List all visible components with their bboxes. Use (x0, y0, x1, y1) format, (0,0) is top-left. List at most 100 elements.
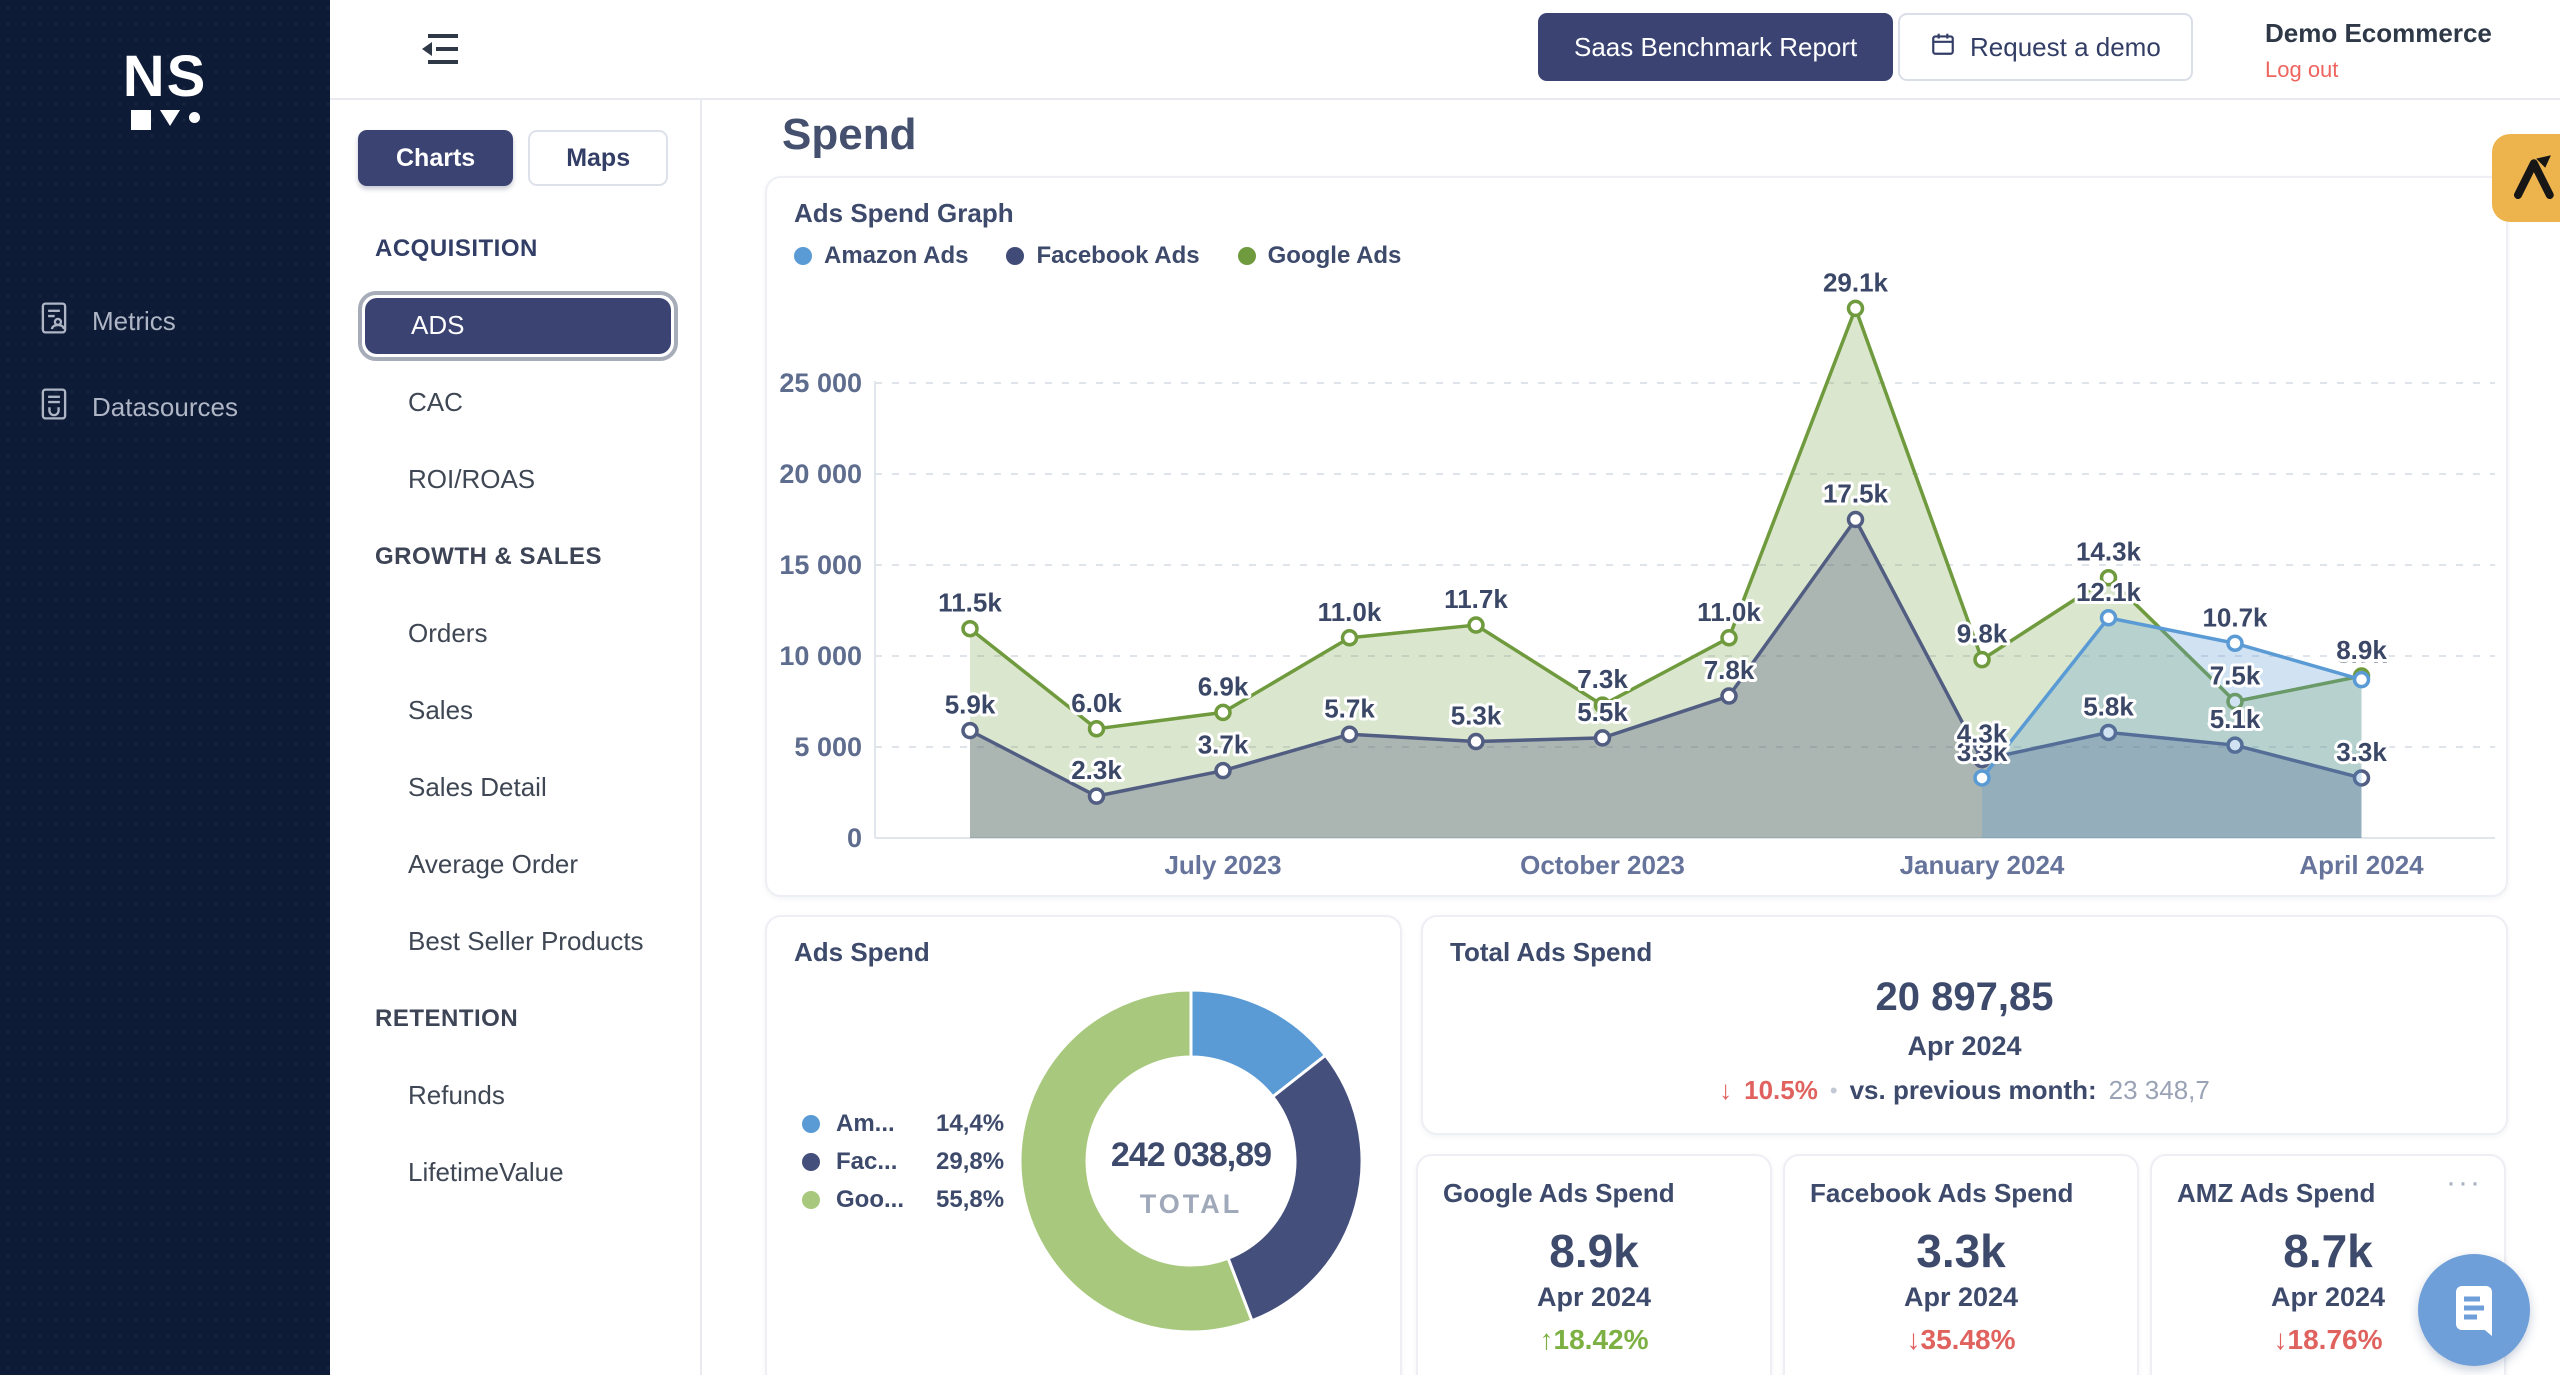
ads-spend-line-chart: 0 5 000 10 000 15 000 20 000 25 000 July 2023 O… (779, 264, 2495, 880)
logo-triangle-shape (159, 110, 180, 126)
svg-text:7.5k: 7.5k (2210, 661, 2261, 691)
svg-text:3.7k: 3.7k (1198, 730, 1249, 760)
nav-item-sales-detail[interactable]: Sales Detail (408, 772, 547, 802)
svg-text:29.1k: 29.1k (1823, 267, 1889, 297)
nav-item-cac[interactable]: CAC (408, 387, 463, 417)
nav-row-sales-detail: Sales Detail (330, 749, 700, 826)
svg-text:10.7k: 10.7k (2202, 602, 2268, 632)
total-ads-spend-card: Total Ads Spend 20 897,85 Apr 2024 ↓ 10.… (1421, 915, 2508, 1135)
nav-section-title: ACQUISITION (375, 234, 538, 262)
donut-legend-label: Am... (836, 1110, 895, 1137)
sidebar-item-datasources[interactable]: Datasources (0, 364, 330, 450)
donut-legend-percent: 29,8% (936, 1148, 1005, 1175)
mini-card-title: AMZ Ads Spend (2177, 1178, 2376, 1208)
svg-text:6.0k: 6.0k (1071, 688, 1122, 718)
svg-text:2.3k: 2.3k (1071, 755, 1122, 785)
total-delta-percent: 10.5% (1744, 1075, 1818, 1105)
donut-legend-row: Fac... 29,8% (802, 1148, 1004, 1176)
mini-card-delta: ↓35.48% (1785, 1324, 2137, 1356)
svg-text:5.3k: 5.3k (1451, 701, 1502, 731)
ads-spend-graph-title: Ads Spend Graph (794, 198, 1014, 228)
svg-text:9.8k: 9.8k (1957, 619, 2008, 649)
svg-text:0: 0 (847, 823, 862, 853)
nav-row-orders: Orders (330, 595, 700, 672)
request-demo-button[interactable]: Request a demo (1898, 13, 2193, 81)
mini-card-delta-percent: 18.76% (2287, 1324, 2383, 1355)
svg-text:5.5k: 5.5k (1577, 697, 1628, 727)
svg-text:4.3k: 4.3k (1957, 719, 2008, 749)
arrow-down-icon: ↓ (1906, 1324, 1921, 1355)
svg-text:7.3k: 7.3k (1577, 664, 1628, 694)
svg-text:14.3k: 14.3k (2076, 537, 2142, 567)
legend-item-facebook-ads[interactable]: Facebook Ads (1006, 242, 1200, 270)
donut-legend-label: Fac... (836, 1148, 898, 1175)
collapse-sidebar-icon[interactable] (418, 30, 462, 70)
svg-text:October 2023: October 2023 (1520, 850, 1685, 880)
donut-legend-row: Goo... 55,8% (802, 1186, 1004, 1214)
svg-text:6.9k: 6.9k (1198, 671, 1249, 701)
svg-text:12.1k: 12.1k (2076, 577, 2142, 607)
nav-row-cac: CAC (330, 364, 700, 441)
mini-card-facebook-ads-spend: Facebook Ads Spend 3.3k Apr 2024 ↓35.48% (1783, 1154, 2139, 1375)
brand-tab[interactable] (2492, 134, 2560, 222)
dot-separator: • (1829, 1077, 1838, 1103)
sidebar-item-metrics[interactable]: Metrics (0, 278, 330, 364)
mini-card-delta-percent: 35.48% (1920, 1324, 2016, 1355)
nav-row-lifetimevalue: LifetimeValue (330, 1134, 700, 1211)
nav-item-refunds[interactable]: Refunds (408, 1080, 505, 1110)
chat-button[interactable] (2418, 1254, 2530, 1366)
primary-sidebar-menu: Metrics Datasources (0, 278, 330, 450)
arrow-down-icon: ↓ (1719, 1075, 1733, 1105)
svg-text:January 2024: January 2024 (1900, 850, 2065, 880)
main-content: Spend 0 5 000 10 000 15 000 20 000 25 000 July… (702, 100, 2560, 1375)
mini-cards-row: Google Ads Spend 8.9k Apr 2024 ↑18.42% Faceb… (1416, 1154, 2508, 1375)
logout-link[interactable]: Log out (2265, 57, 2339, 82)
svg-text:11.5k: 11.5k (938, 588, 1002, 618)
legend-item-amazon-ads[interactable]: Amazon Ads (794, 242, 968, 270)
nav-item-best-seller-products[interactable]: Best Seller Products (408, 926, 644, 956)
page-title: Spend (782, 110, 917, 159)
mini-card-period: Apr 2024 (1536, 1282, 1652, 1312)
nav-section-1: GROWTH & SALES (330, 518, 700, 595)
nav-item-lifetimevalue[interactable]: LifetimeValue (408, 1157, 564, 1187)
vs-previous-month-value: 23 348,7 (2108, 1075, 2210, 1105)
nav-row-roi-roas: ROI/ROAS (330, 441, 700, 518)
saas-benchmark-report-button[interactable]: Saas Benchmark Report (1538, 13, 1894, 81)
mini-card-google-ads-spend: Google Ads Spend 8.9k Apr 2024 ↑18.42% (1416, 1154, 1772, 1375)
nav-item-average-order[interactable]: Average Order (408, 849, 579, 879)
svg-text:5.7k: 5.7k (1324, 693, 1375, 723)
sidebar-item-label: Metrics (92, 305, 176, 336)
logo-square-shape (130, 110, 151, 130)
donut-legend-percent: 55,8% (936, 1186, 1005, 1213)
ellipsis-menu-icon[interactable]: ··· (2446, 1166, 2482, 1199)
svg-text:7.8k: 7.8k (1704, 655, 1755, 685)
logo-dot-shape (188, 111, 200, 123)
primary-sidebar: NS Metrics Datasources (0, 0, 330, 1375)
mini-card-value: 3.3k (1916, 1225, 2006, 1277)
vs-previous-month-label: vs. previous month: (1849, 1075, 2097, 1105)
donut-legend-label: Goo... (836, 1186, 904, 1213)
donut-legend-row: Am... 14,4% (802, 1110, 1004, 1138)
nav-item-orders[interactable]: Orders (408, 618, 488, 648)
svg-text:11.0k: 11.0k (1318, 597, 1382, 627)
toggle-charts[interactable]: Charts (358, 130, 514, 186)
svg-text:TOTAL: TOTAL (1140, 1189, 1243, 1219)
ads-spend-donut-chart: 242 038,89 TOTAL (1018, 988, 1364, 1334)
legend-item-google-ads[interactable]: Google Ads (1237, 242, 1401, 270)
svg-text:8.9k: 8.9k (2336, 635, 2387, 665)
svg-text:17.5k: 17.5k (1823, 479, 1889, 509)
legend-label: Amazon Ads (824, 242, 969, 269)
donut-legend-percent: 14,4% (936, 1110, 1005, 1137)
svg-text:3.3k: 3.3k (2336, 737, 2387, 767)
nav-row-average-order: Average Order (330, 826, 700, 903)
nav-item-ads-active-ring[interactable]: ADS (358, 290, 678, 361)
mini-card-title: Google Ads Spend (1443, 1178, 1675, 1208)
arrow-down-icon: ↓ (2273, 1324, 2288, 1355)
nav-item-roi-roas[interactable]: ROI/ROAS (408, 464, 536, 494)
toggle-maps[interactable]: Maps (528, 130, 669, 186)
mini-card-period: Apr 2024 (1903, 1282, 2019, 1312)
chat-doc-icon (2456, 1286, 2492, 1336)
ads-spend-graph-legend: Amazon Ads Facebook Ads Google Ads (794, 242, 1401, 270)
nav-item-sales[interactable]: Sales (408, 695, 474, 725)
nav-row-sales: Sales (330, 672, 700, 749)
